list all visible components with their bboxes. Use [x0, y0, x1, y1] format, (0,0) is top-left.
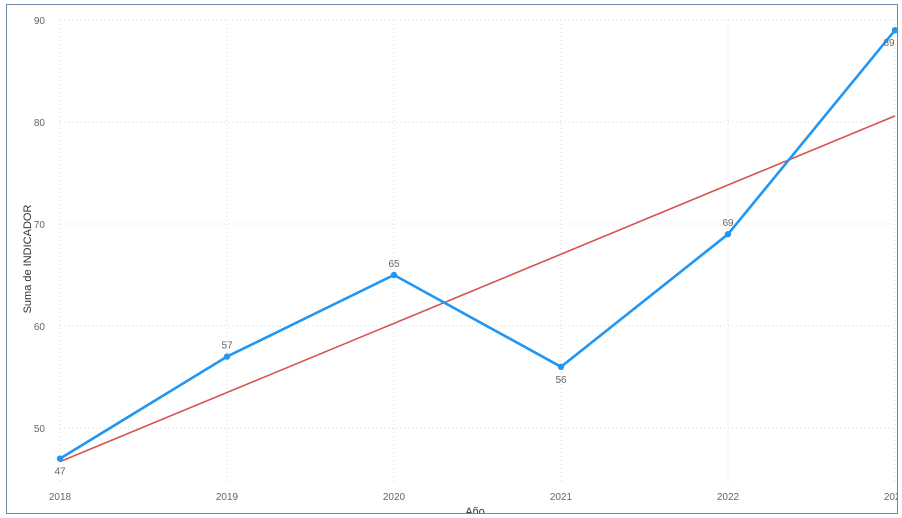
y-tick-label: 90 — [34, 16, 46, 27]
x-tick-label: 2022 — [717, 492, 740, 503]
y-axis-title: Suma de INDICADOR — [22, 205, 34, 314]
data-point — [390, 271, 398, 279]
x-tick-label: 2021 — [550, 492, 573, 503]
data-point — [223, 353, 231, 360]
data-label: 65 — [388, 259, 400, 270]
y-tick-label: 50 — [34, 424, 46, 435]
data-label: 57 — [221, 341, 233, 352]
data-point — [724, 231, 732, 238]
data-label: 56 — [555, 375, 567, 386]
data-point — [557, 363, 565, 370]
data-label: 89 — [883, 38, 895, 49]
y-tick-label: 80 — [34, 118, 46, 129]
data-point — [56, 455, 64, 462]
chart-frame: 50 60 70 80 90 2018 2019 2020 2021 2022 2023 47 57… — [6, 4, 898, 514]
data-point — [891, 27, 897, 34]
x-tick-label: 2023 — [884, 492, 898, 503]
x-tick-label: 2018 — [49, 492, 72, 503]
data-label: 69 — [722, 218, 734, 229]
x-tick-label: 2020 — [383, 492, 406, 503]
data-points — [56, 27, 897, 462]
gridlines — [59, 19, 896, 483]
x-axis-title: Año — [465, 506, 485, 514]
line-chart: 50 60 70 80 90 2018 2019 2020 2021 2022 2023 47 57… — [22, 16, 898, 514]
series-line — [59, 29, 897, 460]
data-labels: 47 57 65 56 69 89 — [54, 38, 895, 477]
y-tick-label: 60 — [34, 322, 46, 333]
y-axis-ticks: 50 60 70 80 90 — [34, 16, 46, 435]
x-tick-label: 2019 — [216, 492, 239, 503]
trend-line — [59, 115, 896, 463]
y-tick-label: 70 — [34, 220, 46, 231]
x-axis-ticks: 2018 2019 2020 2021 2022 2023 — [49, 492, 898, 503]
data-label: 47 — [54, 467, 66, 478]
